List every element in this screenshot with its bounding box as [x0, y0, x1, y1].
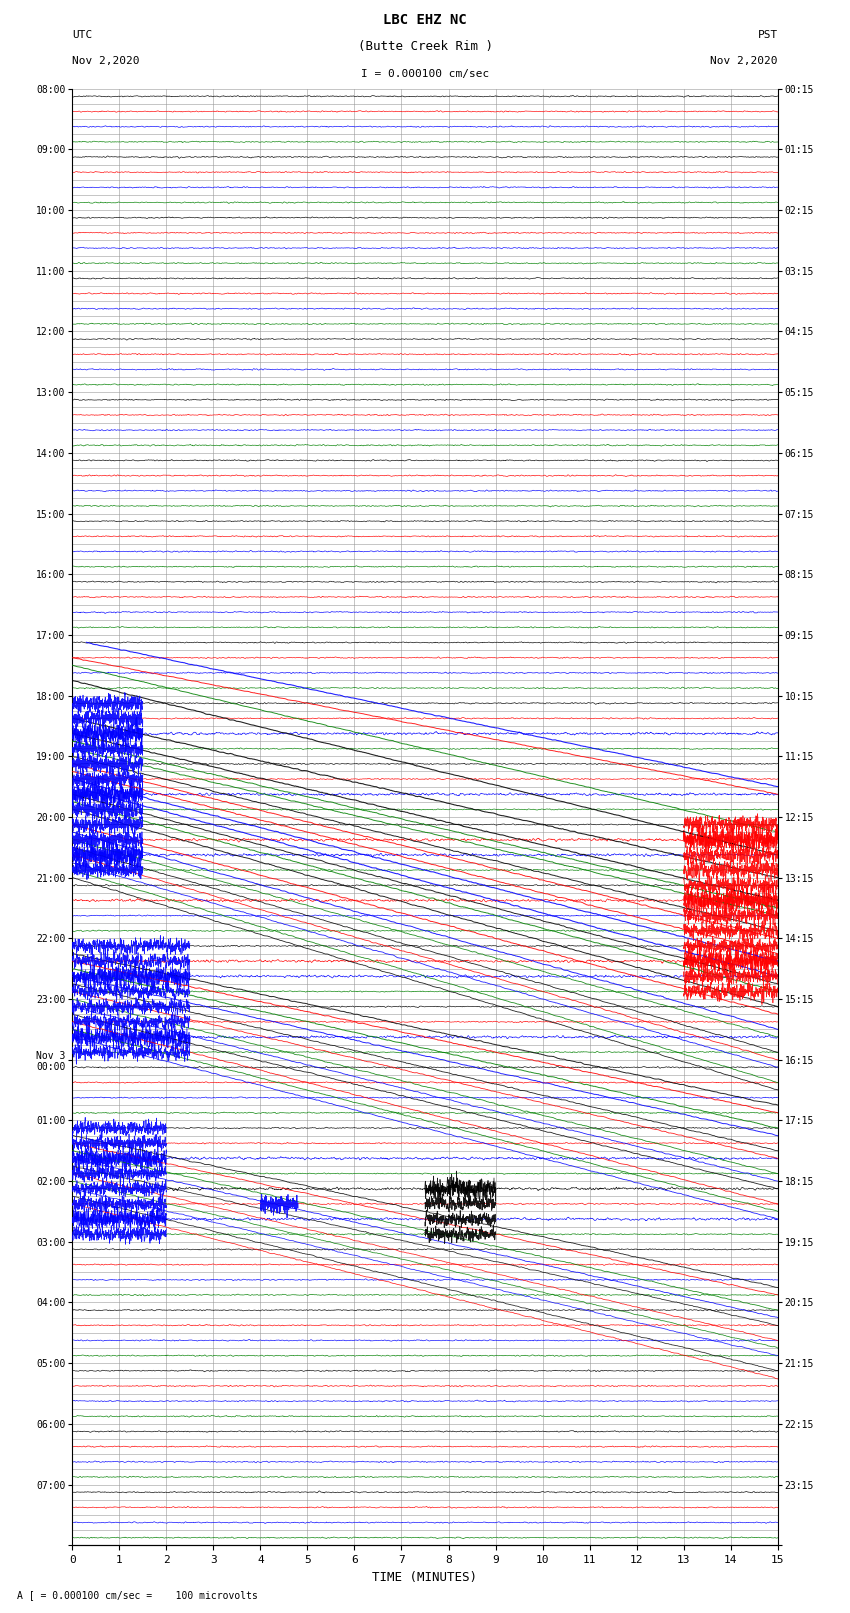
Text: UTC: UTC [72, 31, 93, 40]
Text: PST: PST [757, 31, 778, 40]
Text: I = 0.000100 cm/sec: I = 0.000100 cm/sec [361, 69, 489, 79]
X-axis label: TIME (MINUTES): TIME (MINUTES) [372, 1571, 478, 1584]
Text: Nov 2,2020: Nov 2,2020 [72, 56, 139, 66]
Text: A [ = 0.000100 cm/sec =    100 microvolts: A [ = 0.000100 cm/sec = 100 microvolts [17, 1590, 258, 1600]
Text: (Butte Creek Rim ): (Butte Creek Rim ) [358, 40, 492, 53]
Text: Nov 2,2020: Nov 2,2020 [711, 56, 778, 66]
Text: LBC EHZ NC: LBC EHZ NC [383, 13, 467, 27]
